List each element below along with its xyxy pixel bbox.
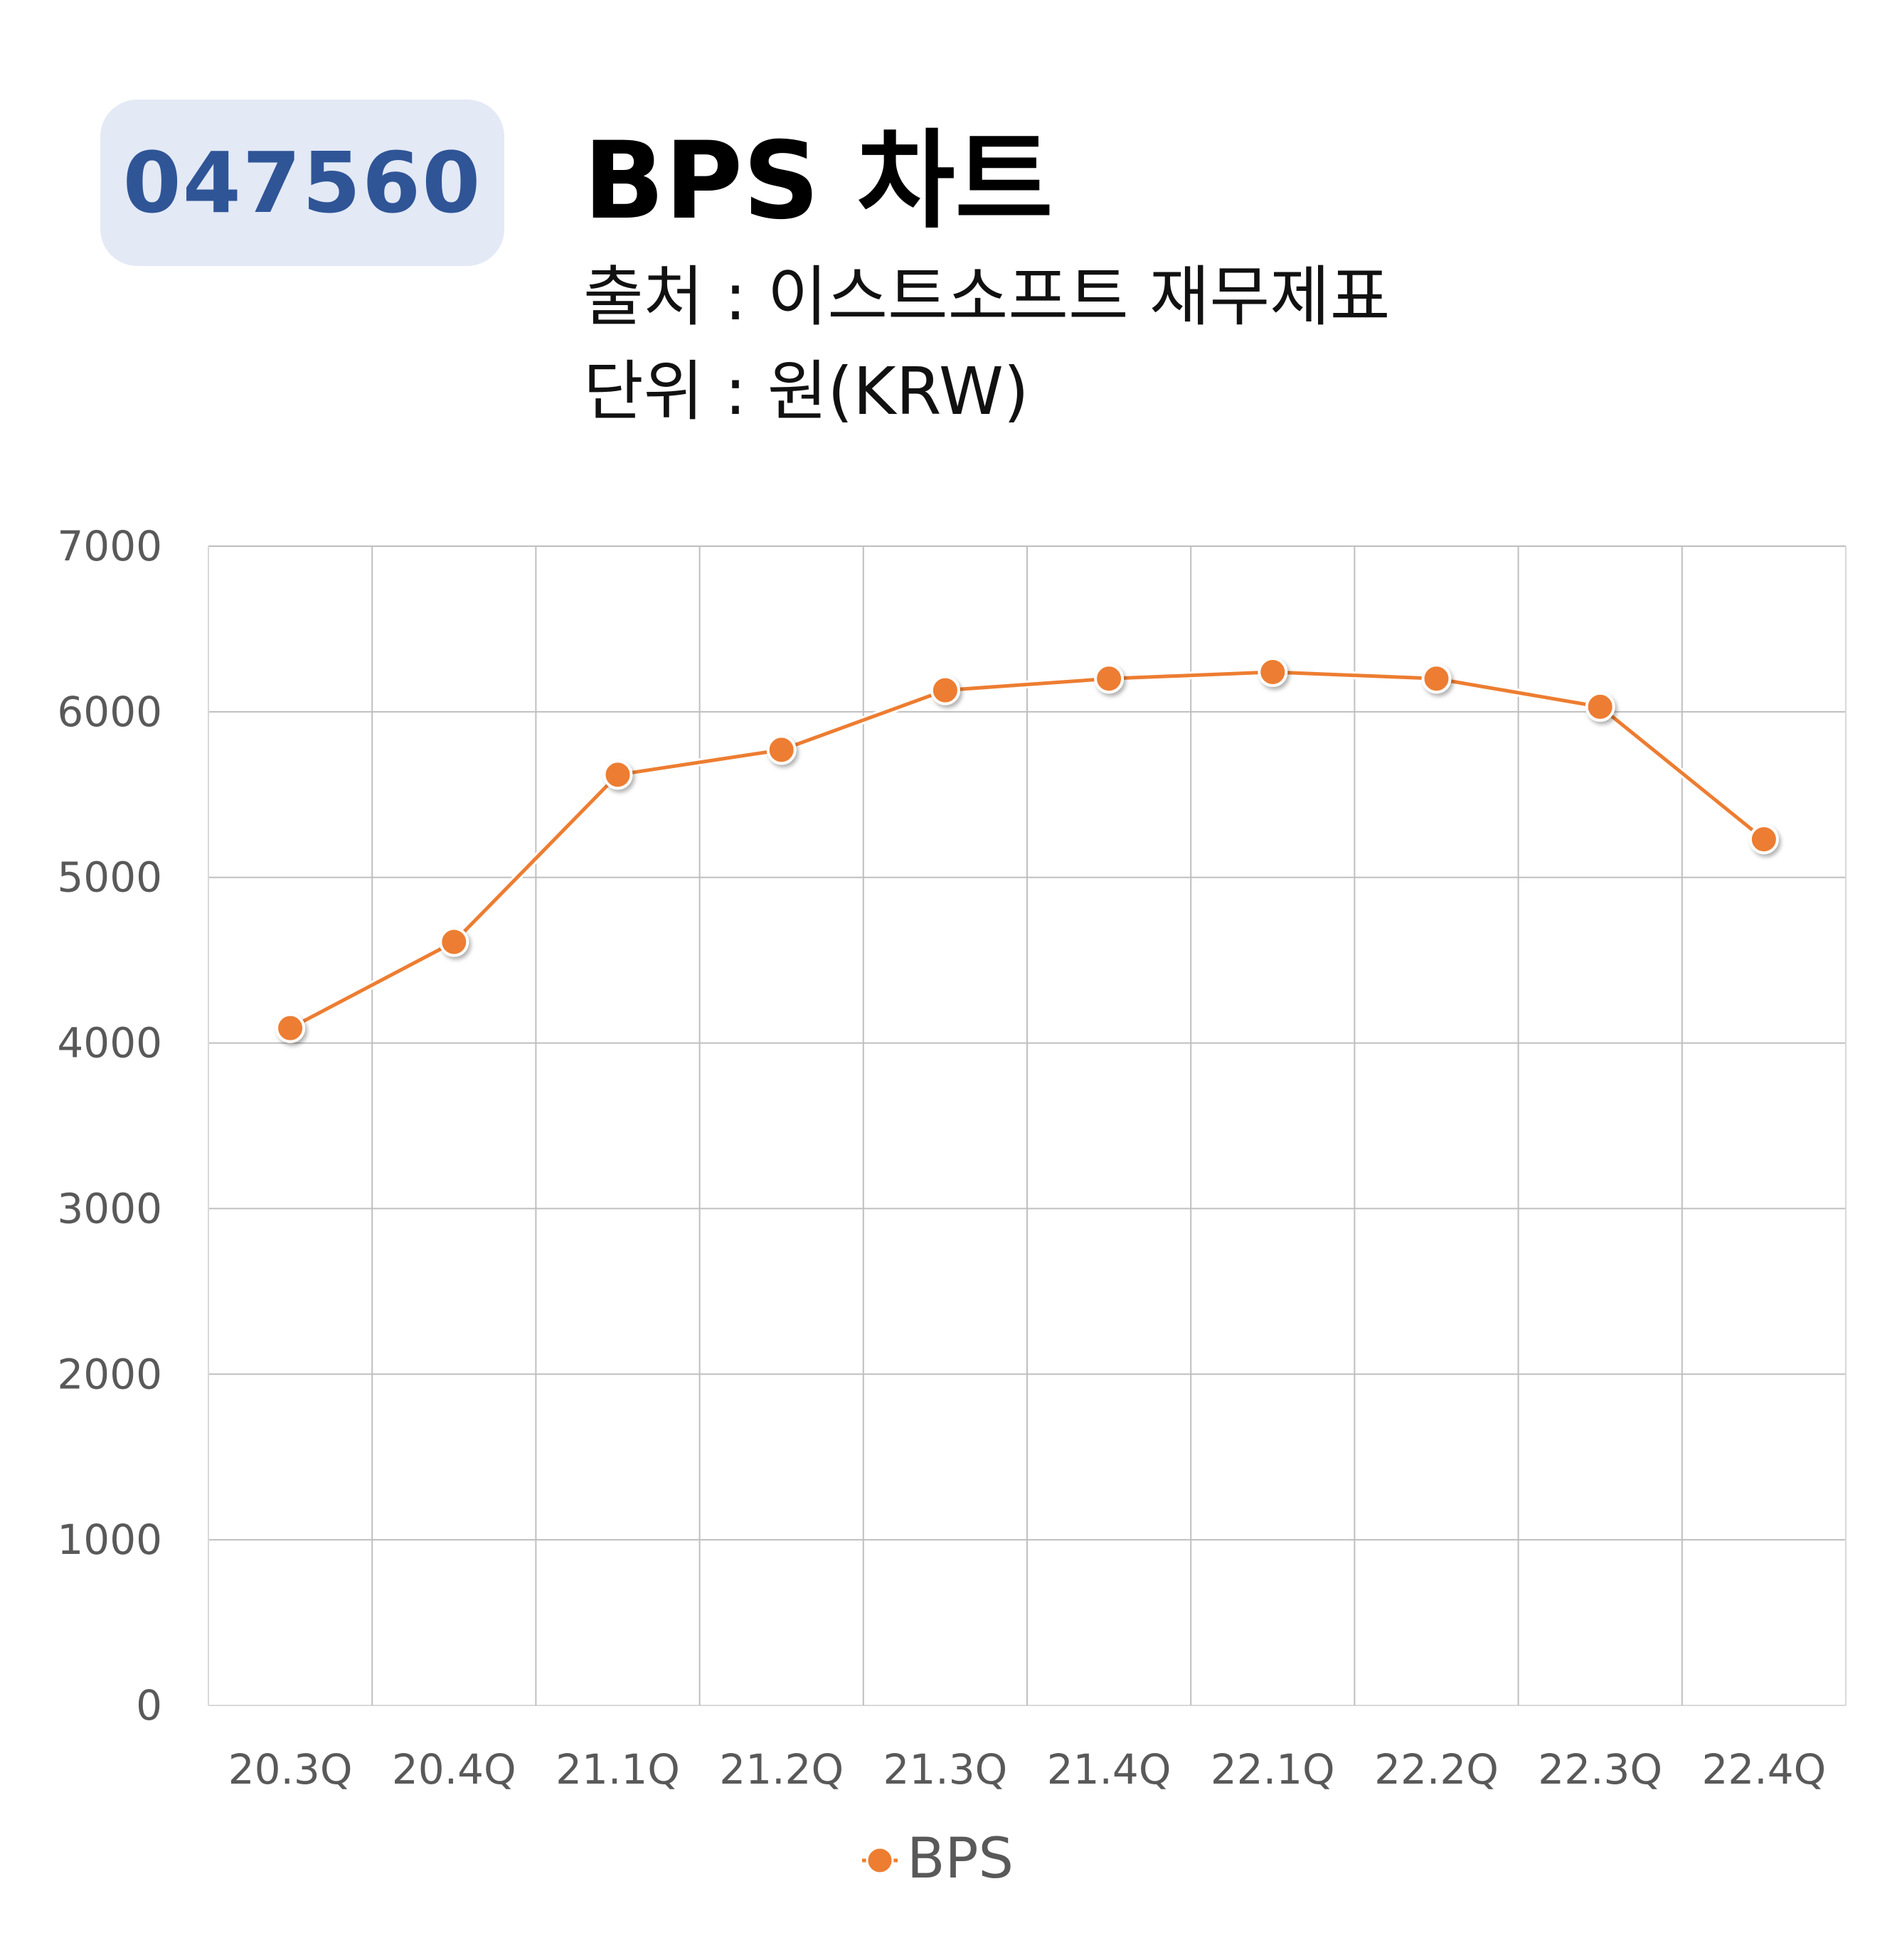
y-tick-label: 2000 xyxy=(57,1350,162,1398)
data-point xyxy=(602,760,633,790)
ticker-code: 047560 xyxy=(122,134,482,232)
data-point xyxy=(439,927,469,957)
x-tick-label: 22.2Q xyxy=(1374,1745,1499,1794)
y-tick-label: 5000 xyxy=(57,853,162,902)
y-tick-label: 1000 xyxy=(57,1516,162,1564)
data-point xyxy=(1748,824,1779,855)
data-point xyxy=(1094,664,1125,694)
x-tick-label: 20.4Q xyxy=(392,1745,516,1794)
data-point xyxy=(930,675,960,705)
x-tick-label: 22.1Q xyxy=(1211,1745,1335,1794)
data-point xyxy=(1421,664,1452,694)
legend-label: BPS xyxy=(907,1827,1014,1891)
series-line xyxy=(289,670,1765,1030)
x-tick-label: 21.4Q xyxy=(1047,1745,1171,1794)
chart-title: BPS 차트 xyxy=(583,119,1053,243)
y-tick-label: 7000 xyxy=(57,522,162,570)
y-axis-ticks: 0 1000 2000 3000 4000 5000 6000 7000 xyxy=(57,522,162,1730)
data-point xyxy=(275,1013,306,1043)
data-point xyxy=(766,735,797,765)
x-tick-label: 21.3Q xyxy=(883,1745,1008,1794)
x-tick-label: 20.3Q xyxy=(228,1745,353,1794)
legend-marker xyxy=(866,1846,894,1875)
legend: BPS xyxy=(862,1827,1014,1891)
x-tick-label: 22.3Q xyxy=(1538,1745,1662,1794)
y-tick-label: 0 xyxy=(136,1681,162,1730)
ticker-badge: 047560 xyxy=(100,100,504,266)
grid-lines xyxy=(208,545,1846,1706)
data-point xyxy=(1258,656,1288,687)
y-tick-label: 3000 xyxy=(57,1184,162,1232)
x-tick-label: 21.2Q xyxy=(719,1745,844,1794)
data-point xyxy=(1585,691,1615,722)
unit-note: 단위 : 원(KRW) xyxy=(583,353,1029,430)
y-tick-label: 6000 xyxy=(57,688,162,736)
x-tick-label: 21.1Q xyxy=(556,1745,680,1794)
x-tick-label: 22.4Q xyxy=(1702,1745,1827,1794)
series-bps xyxy=(275,656,1779,1043)
source-note: 출처 : 이스트소프트 재무제표 xyxy=(583,259,1391,335)
y-tick-label: 4000 xyxy=(57,1019,162,1067)
x-axis-ticks: 20.3Q 20.4Q 21.1Q 21.2Q 21.3Q 21.4Q 22.1Q 22.2Q… xyxy=(228,1745,1827,1794)
